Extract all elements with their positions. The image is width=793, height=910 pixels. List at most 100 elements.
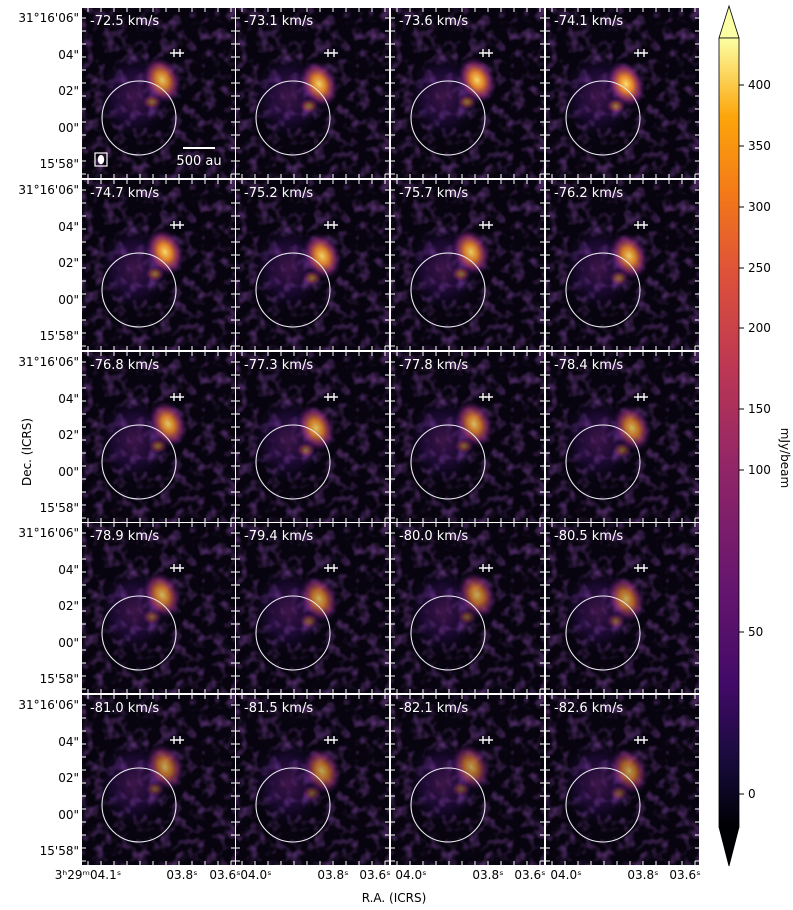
velocity-label: -77.3 km/s — [244, 358, 313, 373]
aperture-circle — [255, 424, 331, 500]
channel-panel: -76.2 km/s — [546, 180, 699, 350]
ra-tick-label: 03.8ˢ — [627, 868, 658, 882]
dec-tick-label: 02" — [58, 428, 79, 442]
plus-marker — [485, 221, 493, 229]
dec-tick-label: 15'58" — [40, 157, 79, 171]
dec-tick-label: 00" — [58, 121, 79, 135]
aperture-circle — [101, 252, 177, 328]
secondary-emission — [296, 442, 316, 458]
secondary-emission — [451, 781, 471, 797]
secondary-emission — [142, 94, 162, 110]
secondary-emission — [302, 785, 322, 801]
plus-marker — [640, 564, 648, 572]
plus-marker — [330, 736, 338, 744]
ra-tick-label: 03.8ˢ — [166, 868, 197, 882]
aperture-circle — [565, 767, 641, 843]
colorbar-tick-label: 400 — [748, 78, 771, 92]
channel-panel: -81.5 km/s — [236, 695, 389, 865]
plus-marker — [176, 49, 184, 57]
ra-tick-label: 03.6ˢ — [209, 868, 240, 882]
y-axis-title: Dec. (ICRS) — [20, 418, 34, 486]
bright-emission-lobe — [145, 743, 185, 791]
plus-marker — [176, 564, 184, 572]
colorbar-tick-label: 150 — [748, 402, 771, 416]
aperture-circle — [565, 80, 641, 156]
channel-panel: -73.1 km/s — [236, 8, 389, 178]
velocity-label: -79.4 km/s — [244, 529, 313, 544]
plus-marker — [330, 564, 338, 572]
panel-ticks — [236, 695, 389, 865]
velocity-label: -74.1 km/s — [554, 14, 623, 29]
secondary-emission — [299, 613, 319, 629]
secondary-emission — [612, 442, 632, 458]
dec-tick-label: 02" — [58, 256, 79, 270]
velocity-label: -77.8 km/s — [399, 358, 468, 373]
bright-emission-lobe — [451, 743, 491, 791]
colorbar-tick-label: 350 — [748, 139, 771, 153]
bright-emission-lobe — [302, 747, 342, 795]
ra-tick-label: 3ʰ29ᵐ04.1ˢ — [55, 868, 121, 882]
secondary-emission — [302, 270, 322, 286]
ra-tick-label: 04.0ˢ — [550, 868, 581, 882]
dec-tick-label: 00" — [58, 808, 79, 822]
aperture-circle — [255, 252, 331, 328]
channel-panel: -81.0 km/s — [82, 695, 235, 865]
secondary-emission — [457, 94, 477, 110]
panel-ticks — [546, 8, 699, 178]
velocity-label: -80.5 km/s — [554, 529, 623, 544]
dec-tick-label: 31°16'06" — [18, 355, 79, 369]
aperture-circle — [101, 80, 177, 156]
dec-tick-label: 15'58" — [40, 672, 79, 686]
ra-tick-label: 04.0ˢ — [240, 868, 271, 882]
dec-tick-label: 15'58" — [40, 501, 79, 515]
panel-ticks — [236, 523, 389, 693]
aperture-circle — [410, 80, 486, 156]
bright-emission-lobe — [457, 56, 497, 104]
bright-emission-lobe — [606, 60, 646, 108]
plus-marker — [485, 49, 493, 57]
secondary-emission — [145, 781, 165, 797]
panel-ticks — [236, 180, 389, 350]
dec-tick-label: 02" — [58, 771, 79, 785]
ra-tick-label: 03.6ˢ — [514, 868, 545, 882]
panel-ticks — [391, 523, 544, 693]
velocity-label: -81.5 km/s — [244, 701, 313, 716]
colorbar-label: mJy/beam — [778, 428, 792, 488]
velocity-label: -81.0 km/s — [90, 701, 159, 716]
dec-tick-label: 04" — [58, 220, 79, 234]
panel-ticks — [236, 352, 389, 522]
channel-panel: -72.5 km/s 500 au — [82, 8, 235, 178]
velocity-label: -82.6 km/s — [554, 701, 623, 716]
bright-emission-lobe — [302, 232, 342, 280]
panel-ticks — [546, 180, 699, 350]
dec-tick-label: 15'58" — [40, 844, 79, 858]
bright-emission-lobe — [299, 575, 339, 623]
ra-tick-label: 03.8ˢ — [472, 868, 503, 882]
channel-panel: -77.3 km/s — [236, 352, 389, 522]
bright-emission-lobe — [612, 404, 652, 452]
bright-emission-lobe — [142, 571, 182, 619]
colorbar-tick-label: 100 — [748, 463, 771, 477]
dec-tick-label: 15'58" — [40, 329, 79, 343]
panel-ticks — [391, 352, 544, 522]
dec-tick-label: 00" — [58, 465, 79, 479]
dec-tick-label: 04" — [58, 48, 79, 62]
bright-emission-lobe — [606, 575, 646, 623]
bright-emission-lobe — [296, 404, 336, 452]
secondary-emission — [145, 266, 165, 282]
secondary-emission — [606, 98, 626, 114]
secondary-emission — [142, 609, 162, 625]
plus-marker — [485, 564, 493, 572]
dec-tick-label: 31°16'06" — [18, 698, 79, 712]
x-axis-title: R.A. (ICRS) — [362, 891, 427, 905]
colorbar-extend-top — [718, 4, 740, 39]
bright-emission-lobe — [457, 571, 497, 619]
panel-ticks — [546, 352, 699, 522]
aperture-circle — [410, 767, 486, 843]
panel-ticks — [236, 8, 389, 178]
aperture-circle — [255, 80, 331, 156]
colorbar-tick-label: 50 — [748, 625, 763, 639]
bright-emission-lobe — [609, 232, 649, 280]
velocity-label: -78.4 km/s — [554, 358, 623, 373]
